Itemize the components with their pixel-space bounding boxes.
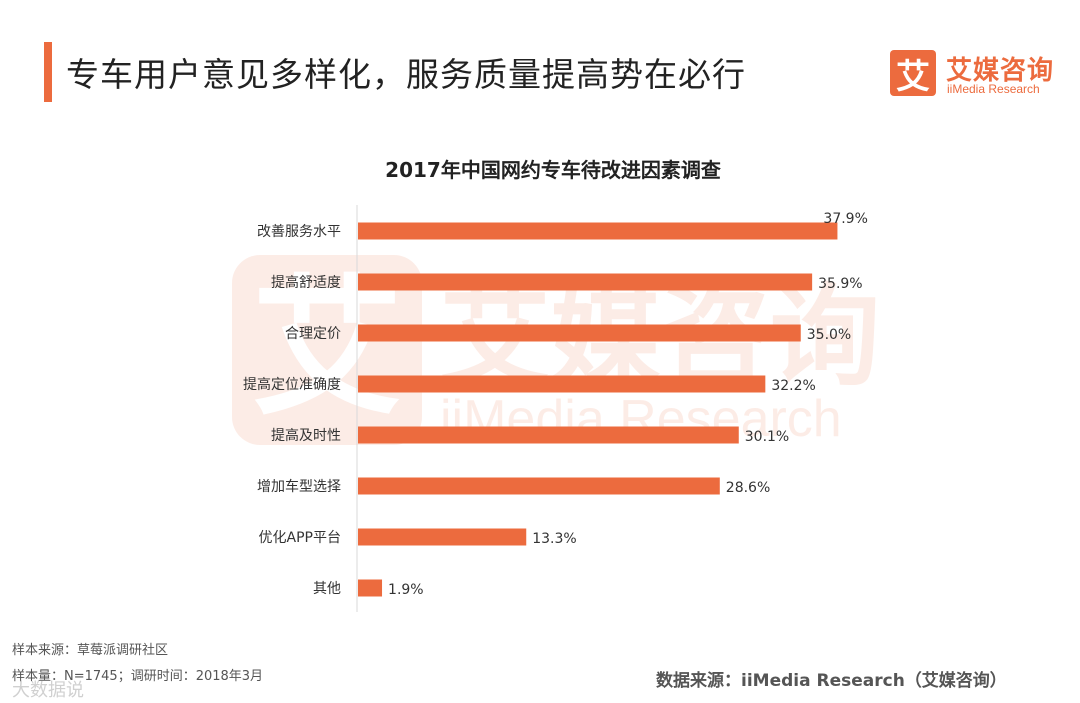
value-label: 1.9%: [388, 582, 424, 598]
category-label: 合理定价: [285, 326, 341, 342]
value-label: 30.1%: [745, 429, 789, 445]
category-label: 提高定位准确度: [243, 376, 341, 393]
category-label: 优化APP平台: [259, 530, 341, 546]
sample-size: 样本量：N=1745；调研时间：2018年3月: [12, 669, 264, 684]
category-label: 提高及时性: [271, 427, 341, 444]
brand-logo: 艾 艾媒咨询 iiMedia Research: [890, 50, 1060, 98]
value-label: 13.3%: [532, 531, 576, 547]
title-accent-bar: [44, 42, 52, 102]
bar: [358, 375, 766, 393]
bar: [358, 477, 720, 495]
bar: [358, 324, 801, 342]
value-label: 32.2%: [771, 378, 815, 394]
value-label: 35.9%: [818, 276, 862, 292]
bar: [358, 579, 383, 597]
category-label: 增加车型选择: [257, 478, 341, 495]
category-label: 改善服务水平: [257, 224, 341, 240]
bar: [358, 222, 838, 240]
brand-name-cn: 艾媒咨询: [946, 56, 1055, 86]
brand-name-en: iiMedia Research: [947, 82, 1040, 96]
bar: [358, 528, 527, 546]
data-source: 数据来源：iiMedia Research（艾媒咨询）: [656, 671, 1007, 691]
category-label: 其他: [313, 581, 341, 597]
value-label: 28.6%: [726, 480, 770, 496]
bar: [358, 426, 739, 444]
category-label: 提高舒适度: [271, 274, 341, 291]
bar: [358, 273, 813, 291]
chart-title: 2017年中国网约专车待改进因素调查: [385, 158, 721, 182]
sample-source: 样本来源：草莓派调研社区: [12, 643, 169, 658]
watermark-mark: 艾: [252, 262, 402, 436]
page-title: 专车用户意见多样化，服务质量提高势在必行: [66, 55, 746, 94]
value-label: 37.9%: [823, 211, 867, 227]
corner-watermark: 大数据说: [12, 680, 84, 701]
brand-logo-mark: 艾: [890, 50, 936, 97]
bars-group: 改善服务水平 37.9% 提高舒适度 35.9% 合理定价 35.0% 提高定位准确度 32.…: [243, 211, 868, 598]
watermark-mark-box: [232, 255, 422, 445]
value-label: 35.0%: [807, 327, 851, 343]
